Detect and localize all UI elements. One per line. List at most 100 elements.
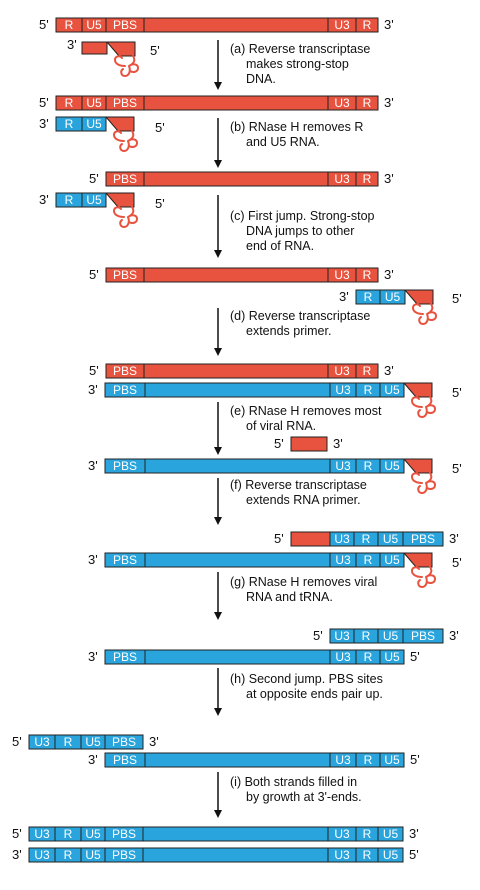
three-prime-label: 3' xyxy=(149,734,159,749)
step-f-caption: extends RNA primer. xyxy=(246,493,361,507)
five-prime-label: 5' xyxy=(274,436,284,451)
segment-u3-label: U3 xyxy=(334,96,350,110)
trna-stem xyxy=(402,458,433,474)
segment-pbs-label: PBS xyxy=(113,364,137,378)
five-prime-label: 5' xyxy=(89,171,99,186)
strand-bar xyxy=(105,363,379,379)
trna-cloverleaf xyxy=(410,566,437,589)
minus-strand-dna: PBS U3 R U5 xyxy=(104,752,405,768)
three-prime-label: 3' xyxy=(384,267,394,282)
down-arrow-head xyxy=(214,160,222,168)
segment-r-label: R xyxy=(362,629,371,643)
five-prime-label: 5' xyxy=(410,649,420,664)
trna-primer xyxy=(104,192,139,229)
trna-stem xyxy=(104,116,135,132)
segment-r-label: R xyxy=(362,532,371,546)
trna-primer xyxy=(105,41,140,78)
five-prime-label: 5' xyxy=(150,43,160,58)
minus-strand-dna: PBS U3 R U5 xyxy=(104,458,405,474)
five-prime-label: 5' xyxy=(155,120,165,135)
trna-cloverleaf xyxy=(410,396,437,419)
down-arrow-head xyxy=(214,810,222,818)
five-prime-label: 5' xyxy=(155,196,165,211)
segment-u5-label: U5 xyxy=(86,18,102,32)
strong-stop-dna: R U5 xyxy=(355,289,406,305)
strand-bar xyxy=(55,192,107,208)
segment-r-label: R xyxy=(363,364,372,378)
segment-u5-label: U5 xyxy=(383,629,399,643)
ppt-rna-fragment xyxy=(290,436,328,452)
viral-rna-strand: PBS U3 R xyxy=(105,171,379,187)
step-d-caption: (d) Reverse transcriptase xyxy=(230,309,370,323)
segment-r-label: R xyxy=(65,193,74,207)
segment-r-label: R xyxy=(65,117,74,131)
plus-strand-dna: U3 R U5 PBS xyxy=(329,531,444,547)
down-arrow-head xyxy=(214,517,222,525)
segment-u3-label: U3 xyxy=(334,268,350,282)
segment-pbs-label: PBS xyxy=(113,268,137,282)
down-arrow-head xyxy=(214,250,222,258)
step-i-caption: by growth at 3'-ends. xyxy=(246,790,362,804)
trna-stem xyxy=(104,192,135,208)
down-arrow-head xyxy=(214,612,222,620)
strand-bar xyxy=(329,531,444,547)
step-c-caption: DNA jumps to other xyxy=(246,224,354,238)
down-arrow-head xyxy=(214,447,222,455)
strong-stop-dna: R U5 xyxy=(55,192,107,208)
viral-rna-strand: PBS U3 R xyxy=(105,363,379,379)
strand-bar xyxy=(55,116,107,132)
segment-u3-label: U3 xyxy=(335,553,351,567)
segment-u3-label: U3 xyxy=(334,172,350,186)
viral-rna-strand: PBS U3 R xyxy=(105,267,379,283)
segment-pbs-label: PBS xyxy=(112,848,136,862)
final-dna-top: U3 R U5 PBS U3 R U5 xyxy=(28,826,404,842)
trna-stem xyxy=(402,552,433,568)
five-prime-label: 5' xyxy=(12,734,22,749)
down-arrow-head xyxy=(214,708,222,716)
strand-bar xyxy=(55,17,379,33)
step-h-caption: at opposite ends pair up. xyxy=(246,687,383,701)
three-prime-label: 3' xyxy=(39,192,49,207)
plus-strand-dna: U3 R U5 PBS xyxy=(28,734,144,750)
trna-primer xyxy=(402,382,437,419)
segment-r-label: R xyxy=(64,848,73,862)
strand-bar xyxy=(329,628,444,644)
segment-r-label: R xyxy=(64,827,73,841)
segment-u3-label: U3 xyxy=(34,848,50,862)
segment-u3-label: U3 xyxy=(34,735,50,749)
segment-u5-label: U5 xyxy=(85,735,101,749)
segment-pbs-label: PBS xyxy=(113,650,137,664)
three-prime-label: 3' xyxy=(449,628,459,643)
strand-bar xyxy=(28,734,144,750)
three-prime-label: 3' xyxy=(67,37,77,52)
five-prime-label: 5' xyxy=(409,847,419,862)
step-g-caption: RNA and tRNA. xyxy=(246,590,333,604)
segment-u5-label: U5 xyxy=(86,193,102,207)
strand-bar xyxy=(104,552,405,568)
segment-u5-label: U5 xyxy=(86,117,102,131)
segment-u5-label: U5 xyxy=(384,753,400,767)
trna-primer xyxy=(104,116,139,153)
five-prime-label: 5' xyxy=(89,267,99,282)
three-prime-label: 3' xyxy=(12,847,22,862)
five-prime-label: 5' xyxy=(410,752,420,767)
segment-u3-label: U3 xyxy=(335,753,351,767)
five-prime-label: 5' xyxy=(452,291,462,306)
three-prime-label: 3' xyxy=(384,363,394,378)
segment-u3-label: U3 xyxy=(334,532,350,546)
segment-r-label: R xyxy=(64,735,73,749)
step-b-caption: and U5 RNA. xyxy=(246,135,320,149)
three-prime-label: 3' xyxy=(88,552,98,567)
segment-pbs-label: PBS xyxy=(113,172,137,186)
final-dna-bottom: U3 R U5 PBS U3 R U5 xyxy=(28,847,404,863)
segment-r-label: R xyxy=(363,827,372,841)
three-prime-label: 3' xyxy=(384,171,394,186)
segment-pbs-label: PBS xyxy=(411,629,435,643)
strand-bar xyxy=(28,826,404,842)
segment-u3-label: U3 xyxy=(335,383,351,397)
segment-u5-label: U5 xyxy=(383,827,399,841)
three-prime-label: 3' xyxy=(384,95,394,110)
viral-rna-strand: R U5 PBS U3 R xyxy=(55,95,379,111)
three-prime-label: 3' xyxy=(409,826,419,841)
